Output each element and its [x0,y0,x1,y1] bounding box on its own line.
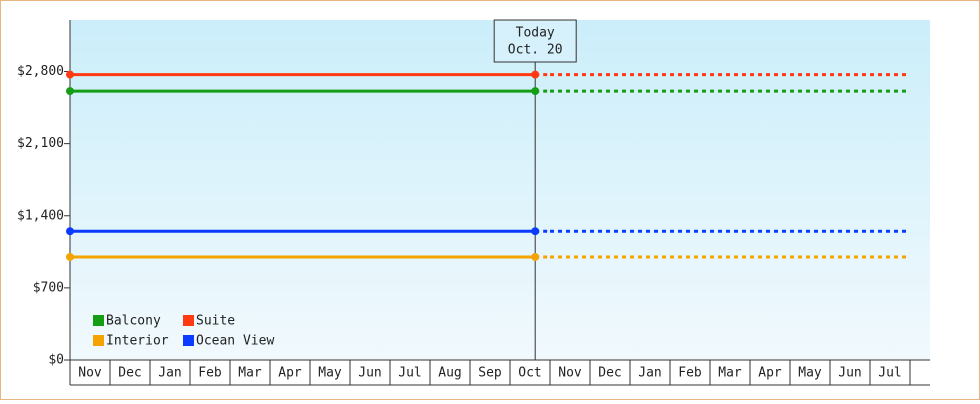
y-tick-label: $2,100 [17,136,64,151]
x-tick-label: Oct [518,366,541,381]
x-tick-label: Dec [118,366,141,381]
x-tick-label: Sep [478,366,502,381]
x-tick-label: Mar [238,366,262,381]
x-tick-label: Jun [838,366,861,381]
x-tick-label: Jul [398,366,421,381]
legend-label: Interior [106,334,169,349]
x-tick-label: Jan [158,366,181,381]
legend-swatch [93,315,104,326]
x-tick-label: Apr [278,366,302,381]
x-tick-label: Nov [78,366,102,381]
x-tick-label: Jul [878,366,901,381]
x-tick-label: May [798,366,822,381]
point [66,87,74,96]
y-tick-label: $700 [33,280,64,295]
x-tick-label: May [318,366,342,381]
x-tick-label: Nov [558,366,582,381]
plot-area [70,20,930,360]
point [66,227,74,236]
legend-swatch [183,315,194,326]
x-tick-label: Feb [678,366,702,381]
today-label: Today [516,26,555,41]
y-tick-label: $0 [48,353,64,368]
point [66,252,74,261]
y-tick-label: $1,400 [17,208,64,223]
x-tick-label: Dec [598,366,621,381]
point [66,70,74,79]
y-tick-label: $2,800 [17,64,64,79]
point [531,87,540,96]
x-tick-label: Aug [438,366,461,381]
x-tick-label: Feb [198,366,222,381]
legend-label: Suite [196,314,235,329]
legend-swatch [183,335,194,346]
legend-label: Ocean View [196,334,274,349]
legend-swatch [93,335,104,346]
x-tick-label: Jun [358,366,381,381]
legend-label: Balcony [106,314,161,329]
x-tick-label: Apr [758,366,782,381]
today-label: Oct. 20 [508,43,563,58]
point [531,252,540,261]
point [531,227,540,236]
x-tick-label: Jan [638,366,661,381]
x-tick-label: Mar [718,366,742,381]
today-box [493,19,577,63]
point [531,70,540,79]
